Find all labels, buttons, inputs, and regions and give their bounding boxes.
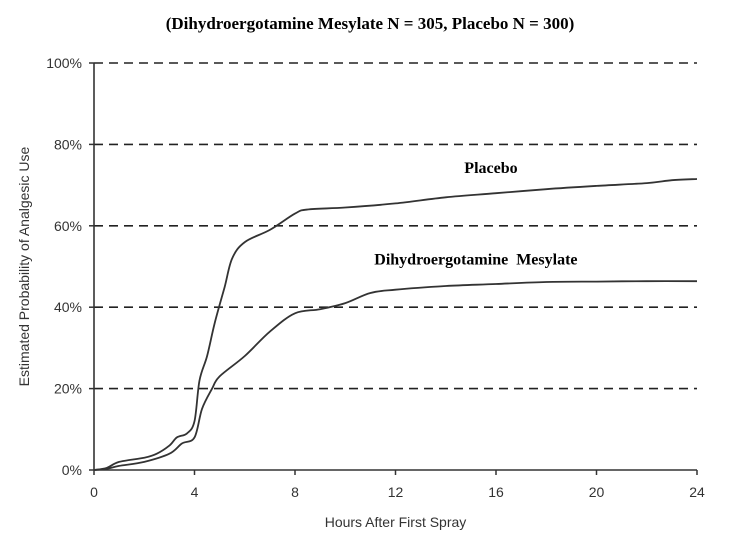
- y-tick-label: 40%: [54, 299, 82, 315]
- x-tick-label: 12: [388, 484, 404, 500]
- axes: [89, 62, 698, 475]
- y-tick-label: 100%: [46, 55, 82, 71]
- x-axis-title: Hours After First Spray: [325, 514, 467, 530]
- x-tick-labels: 0 4 8 12 16 20 24: [90, 484, 705, 500]
- x-tick-label: 8: [291, 484, 299, 500]
- series-annotation-0: Placebo: [464, 160, 517, 177]
- y-tick-label: 0%: [62, 462, 82, 478]
- x-tick-label: 4: [191, 484, 199, 500]
- x-tick-label: 0: [90, 484, 98, 500]
- chart-title: (Dihydroergotamine Mesylate N = 305, Pla…: [165, 14, 575, 33]
- series-annotations: Placebo Dihydroergotamine Mesylate: [374, 160, 577, 269]
- series-line-1: [93, 280, 698, 471]
- y-tick-label: 60%: [54, 218, 82, 234]
- series-annotation-1: Dihydroergotamine Mesylate: [374, 251, 577, 268]
- y-axis-title: Estimated Probability of Analgesic Use: [16, 146, 32, 386]
- x-tick-label: 24: [689, 484, 705, 500]
- y-tick-labels: 0% 20% 40% 60% 80% 100%: [46, 55, 82, 478]
- x-tick-label: 16: [488, 484, 504, 500]
- x-tick-label: 20: [589, 484, 605, 500]
- series-lines: [93, 178, 698, 471]
- series-line-0: [93, 178, 698, 471]
- gridlines: [94, 62, 697, 390]
- y-tick-label: 20%: [54, 381, 82, 397]
- y-tick-label: 80%: [54, 136, 82, 152]
